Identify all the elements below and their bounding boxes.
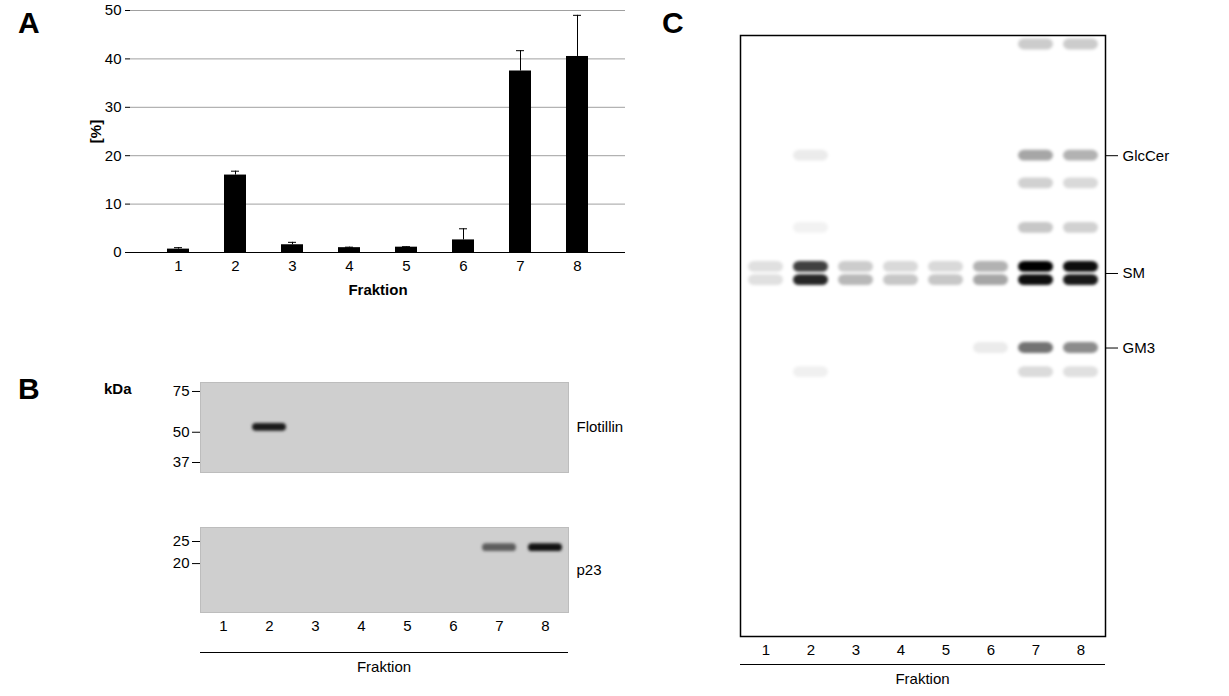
svg-text:1: 1 xyxy=(219,617,227,634)
svg-text:40: 40 xyxy=(105,50,122,67)
svg-text:5: 5 xyxy=(403,617,411,634)
html-text:Fraktion: Fraktion xyxy=(356,658,412,675)
svg-text:2: 2 xyxy=(231,257,239,274)
html-text:C: C xyxy=(662,6,684,39)
svg-text:20: 20 xyxy=(105,147,122,164)
svg-text:3: 3 xyxy=(288,257,296,274)
svg-text:2: 2 xyxy=(807,641,815,658)
svg-text:7: 7 xyxy=(1032,641,1040,658)
svg-text:4: 4 xyxy=(345,257,353,274)
svg-text:1: 1 xyxy=(174,257,182,274)
svg-text:25: 25 xyxy=(173,532,190,549)
svg-text:20: 20 xyxy=(173,554,190,571)
svg-text:Fraktion: Fraktion xyxy=(348,281,407,298)
svg-text:75: 75 xyxy=(173,382,190,399)
svg-text:3: 3 xyxy=(311,617,319,634)
svg-text:[%]: [%] xyxy=(87,120,104,143)
svg-text:10: 10 xyxy=(105,195,122,212)
html-text:Fraktion: Fraktion xyxy=(895,670,950,687)
svg-text:3: 3 xyxy=(852,641,860,658)
svg-text:SM: SM xyxy=(1123,264,1146,281)
svg-text:37: 37 xyxy=(173,453,190,470)
svg-text:50: 50 xyxy=(105,1,122,18)
svg-text:1: 1 xyxy=(762,641,770,658)
svg-text:Flotillin: Flotillin xyxy=(577,418,624,435)
svg-text:30: 30 xyxy=(105,98,122,115)
svg-text:4: 4 xyxy=(357,617,365,634)
svg-text:7: 7 xyxy=(495,617,503,634)
svg-text:7: 7 xyxy=(516,257,524,274)
svg-text:0: 0 xyxy=(113,243,121,260)
svg-text:6: 6 xyxy=(459,257,467,274)
svg-text:5: 5 xyxy=(942,641,950,658)
svg-text:4: 4 xyxy=(897,641,905,658)
svg-text:8: 8 xyxy=(573,257,581,274)
svg-text:p23: p23 xyxy=(577,561,602,578)
svg-text:8: 8 xyxy=(541,617,549,634)
svg-text:5: 5 xyxy=(402,257,410,274)
html-text:A: A xyxy=(18,6,40,39)
svg-text:6: 6 xyxy=(987,641,995,658)
html-text:B: B xyxy=(18,372,40,405)
svg-text:8: 8 xyxy=(1077,641,1085,658)
svg-text:GM3: GM3 xyxy=(1123,339,1156,356)
svg-text:6: 6 xyxy=(449,617,457,634)
html-text:kDa: kDa xyxy=(104,380,132,397)
svg-text:GlcCer: GlcCer xyxy=(1123,147,1170,164)
svg-text:2: 2 xyxy=(265,617,273,634)
svg-text:50: 50 xyxy=(173,423,190,440)
